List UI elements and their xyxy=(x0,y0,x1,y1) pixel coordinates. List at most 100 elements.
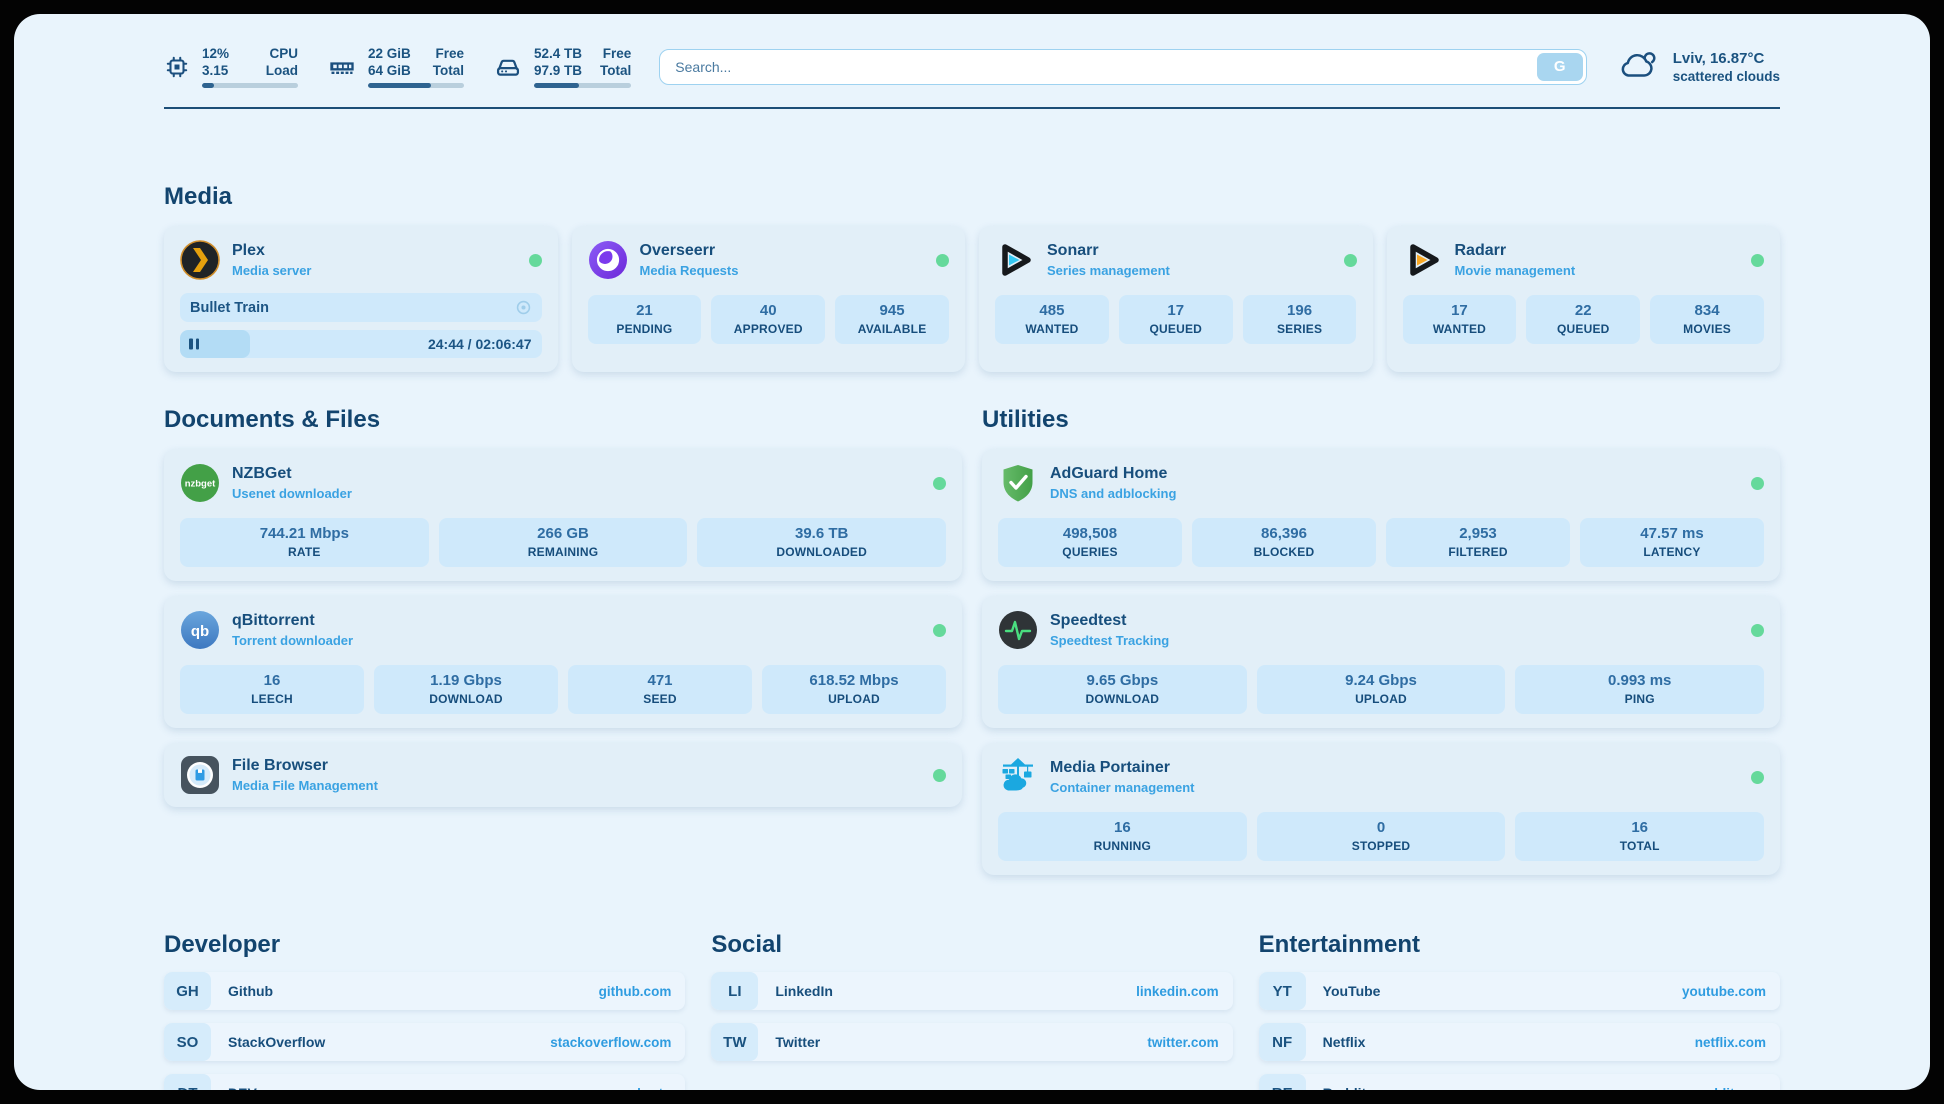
service-name: Plex xyxy=(232,242,265,259)
stat-pill: 21 PENDING xyxy=(587,295,702,344)
service-name: NZBGet xyxy=(232,465,292,482)
link-abbr: NF xyxy=(1258,1023,1306,1061)
service-card-sonarr[interactable]: Sonarr Series management 485 WANTED 17 Q… xyxy=(979,226,1373,372)
link-domain: github.com xyxy=(598,983,672,999)
link-name: Github xyxy=(228,983,274,999)
section-media: Media Plex Media server xyxy=(164,183,1780,372)
link-name: Netflix xyxy=(1322,1034,1366,1050)
service-subtitle: Series management xyxy=(1047,263,1170,278)
link-abbr: RE xyxy=(1258,1074,1306,1090)
service-subtitle: DNS and adblocking xyxy=(1050,486,1177,501)
stat-pill: 498,508 QUERIES xyxy=(998,518,1182,567)
section-title-media: Media xyxy=(164,183,233,210)
status-dot xyxy=(933,768,946,782)
sonarr-icon xyxy=(995,240,1035,280)
service-name: AdGuard Home xyxy=(1050,465,1168,482)
link-abbr: SO xyxy=(164,1023,211,1061)
disk-icon xyxy=(494,53,522,81)
status-dot xyxy=(1751,476,1764,490)
status-dot xyxy=(933,623,946,637)
service-name: Sonarr xyxy=(1047,242,1099,259)
stat-pill: 16 LEECH xyxy=(180,665,364,714)
link-abbr: YT xyxy=(1258,972,1306,1010)
service-name: File Browser xyxy=(232,757,329,774)
service-subtitle: Speedtest Tracking xyxy=(1050,633,1170,648)
service-card-overseerr[interactable]: Overseerr Media Requests 21 PENDING 40 A… xyxy=(571,226,965,372)
link-row-youtube[interactable]: YT YouTube youtube.com xyxy=(1258,972,1780,1010)
link-name: Reddit xyxy=(1323,1085,1367,1090)
dashboard-page: 12% CPU 3.15 Load xyxy=(14,14,1930,1090)
media-session-icon[interactable] xyxy=(515,299,532,316)
cpu-usage-value: 12% xyxy=(202,46,230,61)
status-dot xyxy=(933,476,946,490)
stat-pill: 471 SEED xyxy=(568,665,752,714)
stat-pill: 86,396 BLOCKED xyxy=(1192,518,1376,567)
cloud-icon xyxy=(1615,44,1661,89)
service-card-plex[interactable]: Plex Media server Bullet Train xyxy=(164,226,558,372)
status-dot xyxy=(1343,253,1357,267)
link-abbr: DT xyxy=(164,1074,211,1090)
stat-pill: 744.21 Mbps RATE xyxy=(180,518,429,567)
pause-icon[interactable] xyxy=(189,338,199,350)
ram-progress-bar xyxy=(368,83,464,88)
stat-pill: 0.993 ms PING xyxy=(1515,665,1765,714)
stat-pill: 47.57 ms LATENCY xyxy=(1580,518,1764,567)
link-name: StackOverflow xyxy=(228,1034,326,1050)
section-title-social: Social xyxy=(711,931,783,958)
link-domain: netflix.com xyxy=(1694,1034,1766,1050)
ram-icon xyxy=(328,53,356,81)
cpu-load-value: 3.15 xyxy=(202,63,229,78)
now-playing-row: Bullet Train xyxy=(180,293,542,322)
stat-pill: 16 RUNNING xyxy=(998,812,1247,861)
link-name: LinkedIn xyxy=(775,983,833,999)
cpu-load-label: Load xyxy=(265,63,298,78)
service-name: qBittorrent xyxy=(232,612,315,629)
service-card-portainer[interactable]: Media Portainer Container management 16 … xyxy=(982,743,1780,875)
filebrowser-icon xyxy=(180,755,220,795)
cpu-stat: 12% CPU 3.15 Load xyxy=(164,45,298,88)
stat-pill: 17 QUEUED xyxy=(1118,295,1233,344)
status-dot xyxy=(1751,623,1764,637)
stat-pill: 22 QUEUED xyxy=(1526,295,1641,344)
link-row-linkedin[interactable]: LI LinkedIn linkedin.com xyxy=(711,972,1233,1010)
service-card-qbittorrent[interactable]: qb qBittorrent Torrent downloader xyxy=(164,596,962,728)
portainer-icon xyxy=(998,757,1038,797)
disk-free-value: 52.4 TB xyxy=(534,46,583,61)
section-utilities: Utilities xyxy=(982,406,1780,875)
adguard-icon xyxy=(998,463,1038,503)
nzbget-icon: nzbget xyxy=(180,463,220,503)
stat-pill: 485 WANTED xyxy=(995,295,1109,344)
section-developer: Developer GH Github github.com SO StackO… xyxy=(164,931,686,1090)
service-subtitle: Media File Management xyxy=(232,778,378,793)
service-card-nzbget[interactable]: nzbget NZBGet Usenet downloader 74 xyxy=(164,449,962,581)
link-row-stackoverflow[interactable]: SO StackOverflow stackoverflow.com xyxy=(164,1023,686,1061)
service-subtitle: Media server xyxy=(232,263,312,278)
service-card-adguard[interactable]: AdGuard Home DNS and adblocking 498,508 … xyxy=(982,449,1780,581)
link-domain: stackoverflow.com xyxy=(550,1034,672,1050)
stat-pill: 0 STOPPED xyxy=(1256,812,1506,861)
search-engine-button[interactable]: G xyxy=(1536,52,1583,81)
service-subtitle: Usenet downloader xyxy=(232,486,352,501)
section-entertainment: Entertainment YT YouTube youtube.com NF … xyxy=(1258,931,1780,1090)
service-subtitle: Movie management xyxy=(1454,263,1576,278)
service-name: Media Portainer xyxy=(1050,759,1171,776)
playback-progress-bar: 24:44 / 02:06:47 xyxy=(180,330,542,358)
link-row-reddit[interactable]: RE Reddit reddit.com xyxy=(1258,1074,1780,1090)
link-row-twitter[interactable]: TW Twitter twitter.com xyxy=(711,1023,1233,1061)
service-card-filebrowser[interactable]: File Browser Media File Management xyxy=(164,743,962,807)
cpu-icon xyxy=(164,54,190,80)
status-dot xyxy=(1751,253,1764,267)
link-row-netflix[interactable]: NF Netflix netflix.com xyxy=(1258,1023,1780,1061)
search-input[interactable] xyxy=(663,58,1537,75)
service-card-speedtest[interactable]: Speedtest Speedtest Tracking 9.65 Gbps D… xyxy=(982,596,1780,728)
ram-stat: 22 GiB Free 64 GiB Total xyxy=(328,45,464,88)
link-row-dev[interactable]: DT DEV dev.to xyxy=(164,1074,686,1090)
stat-pill: 196 SERIES xyxy=(1242,295,1357,344)
service-subtitle: Media Requests xyxy=(639,263,739,278)
playback-time: 24:44 / 02:06:47 xyxy=(427,336,532,352)
ram-total-label: Total xyxy=(432,63,464,78)
link-domain: linkedin.com xyxy=(1136,983,1219,999)
link-row-github[interactable]: GH Github github.com xyxy=(164,972,686,1010)
service-card-radarr[interactable]: Radarr Movie management 17 WANTED 22 QUE… xyxy=(1386,226,1780,372)
svg-text:qb: qb xyxy=(191,623,209,640)
